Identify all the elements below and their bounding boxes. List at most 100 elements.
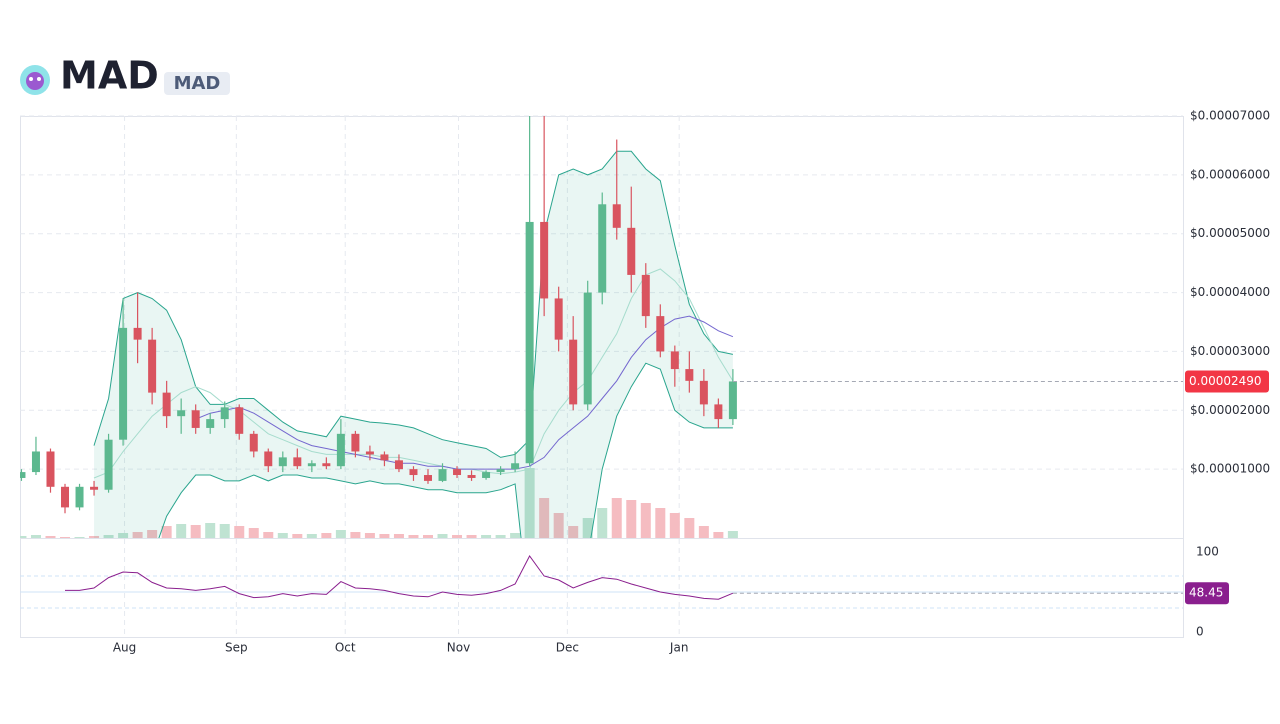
- volume-bar: [277, 533, 288, 538]
- volume-bar: [655, 508, 666, 538]
- coin-title: MAD: [60, 54, 159, 98]
- x-tick-label: Dec: [556, 641, 579, 655]
- rsi-last-label: 48.45: [1189, 586, 1223, 600]
- volume-bar: [205, 523, 216, 538]
- volume-bar: [452, 535, 463, 538]
- candle-body: [554, 298, 563, 340]
- volume-bar: [684, 518, 695, 538]
- volume-bar: [248, 528, 259, 538]
- candle-body: [177, 410, 186, 417]
- volume-bar: [626, 500, 637, 538]
- candle-body: [307, 463, 316, 467]
- volume-bar: [568, 526, 579, 538]
- candle-body: [46, 451, 55, 487]
- candle-body: [220, 407, 229, 420]
- x-tick-label: Sep: [225, 641, 248, 655]
- candle-body: [496, 469, 505, 473]
- volume-bar: [640, 503, 651, 538]
- candle-body: [699, 380, 708, 405]
- last-price-label: 0.00002490: [1189, 374, 1262, 388]
- volume-bar: [524, 468, 535, 538]
- candle-body: [31, 451, 40, 473]
- volume-bar: [437, 534, 448, 538]
- volume-bar: [321, 533, 332, 538]
- candle-body: [583, 292, 592, 405]
- candle-body: [423, 475, 432, 481]
- volume-bar: [669, 513, 680, 538]
- volume-bar: [60, 537, 71, 538]
- volume-bar: [176, 524, 187, 538]
- candle-body: [540, 221, 549, 299]
- candle-body: [728, 381, 737, 420]
- rsi-tick-label: 100: [1196, 545, 1219, 559]
- symbol: MAD: [174, 73, 221, 94]
- volume-bar: [350, 532, 361, 538]
- candle-body: [627, 227, 636, 275]
- candle-body: [670, 351, 679, 370]
- rsi-tick-label: 0: [1196, 625, 1204, 639]
- candle-body: [322, 463, 331, 467]
- candle-body: [598, 204, 607, 293]
- volume-bar: [466, 535, 477, 538]
- candle-body: [75, 486, 84, 508]
- volume-bar: [132, 532, 143, 538]
- candle-body: [264, 451, 273, 467]
- candle-body: [438, 469, 447, 481]
- candle-body: [656, 316, 665, 352]
- candle-body: [104, 439, 113, 490]
- volume-bar: [379, 534, 390, 538]
- volume-bar: [30, 535, 41, 538]
- candle-body: [351, 433, 360, 452]
- candle-body: [525, 221, 534, 464]
- candle-body: [119, 327, 128, 440]
- candle-body: [467, 475, 476, 478]
- candle-body: [685, 369, 694, 381]
- candle-body: [61, 486, 70, 508]
- moving-average: [195, 315, 734, 470]
- candle-body: [641, 274, 650, 317]
- volume-bar: [306, 534, 317, 538]
- volume-bar: [597, 508, 608, 538]
- plot-frame: [20, 116, 1184, 638]
- volume-bar: [161, 526, 172, 538]
- volume-bar: [539, 498, 550, 538]
- y-tick-label: $0.00002000: [1190, 403, 1270, 417]
- volume-bar: [495, 535, 506, 538]
- volume-bar: [335, 530, 346, 538]
- y-tick-label: $0.00007000: [1190, 109, 1270, 123]
- x-tick-label: Nov: [447, 641, 470, 655]
- candle-body: [409, 469, 418, 476]
- x-tick-label: Oct: [335, 641, 356, 655]
- price-pane: [20, 116, 738, 538]
- symbol-badge: [164, 72, 230, 95]
- y-tick-label: $0.00004000: [1190, 285, 1270, 299]
- candle-body: [249, 433, 258, 452]
- volume-bar: [89, 536, 100, 538]
- candle-body: [206, 419, 215, 428]
- y-tick-label: $0.00006000: [1190, 167, 1270, 181]
- band-lower: [158, 362, 733, 538]
- candle-body: [278, 457, 287, 467]
- volume-bar: [118, 533, 129, 538]
- candle-body: [336, 433, 345, 467]
- candle-body: [569, 339, 578, 405]
- logo: [20, 65, 50, 95]
- candle-body: [453, 469, 462, 476]
- x-tick-label: Jan: [669, 641, 689, 655]
- candle-body: [148, 339, 157, 393]
- candle-body: [714, 404, 723, 420]
- volume-bar: [190, 525, 201, 538]
- candle-body: [380, 454, 389, 461]
- candle-body: [133, 327, 142, 340]
- volume-bar: [611, 498, 622, 538]
- volume-bar: [727, 531, 738, 538]
- candle-body: [293, 457, 302, 467]
- volume-bar: [481, 535, 492, 538]
- volume-bar: [582, 518, 593, 538]
- x-tick-label: Aug: [113, 641, 136, 655]
- volume-bar: [74, 537, 85, 538]
- band-mid: [93, 268, 734, 479]
- rsi-line: [65, 555, 734, 600]
- y-tick-label: $0.00001000: [1190, 462, 1270, 476]
